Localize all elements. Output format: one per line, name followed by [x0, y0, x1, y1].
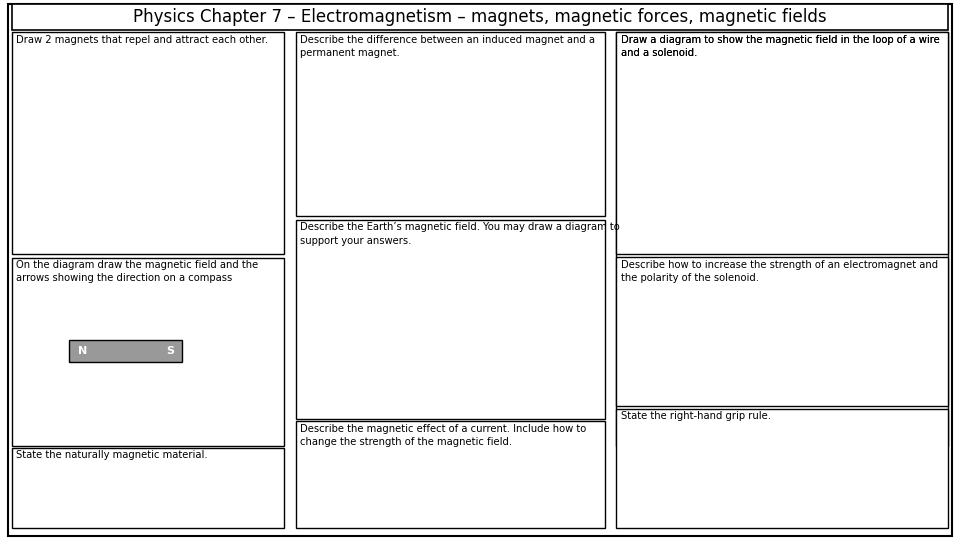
Bar: [12, 4, 948, 30]
Text: S: S: [166, 346, 174, 356]
Bar: [12, 32, 284, 254]
Bar: [296, 32, 605, 216]
Text: Draw a diagram to show the magnetic field in the loop of a wire
and a solenoid.: Draw a diagram to show the magnetic fiel…: [621, 35, 940, 58]
Text: Describe the Earth’s magnetic field. You may draw a diagram to
support your answ: Describe the Earth’s magnetic field. You…: [300, 222, 620, 246]
Bar: [12, 258, 284, 446]
Bar: [616, 32, 948, 254]
Bar: [12, 448, 284, 528]
Text: On the diagram draw the magnetic field and the
arrows showing the direction on a: On the diagram draw the magnetic field a…: [16, 260, 258, 284]
Bar: [616, 257, 948, 406]
Text: Physics Chapter 7 – Electromagnetism – magnets, magnetic forces, magnetic fields: Physics Chapter 7 – Electromagnetism – m…: [133, 8, 827, 26]
Text: Describe how to increase the strength of an electromagnet and
the polarity of th: Describe how to increase the strength of…: [621, 260, 938, 284]
Text: State the naturally magnetic material.: State the naturally magnetic material.: [16, 450, 208, 461]
Text: Describe the difference between an induced magnet and a
permanent magnet.: Describe the difference between an induc…: [300, 35, 595, 58]
Text: Draw 2 magnets that repel and attract each other.: Draw 2 magnets that repel and attract ea…: [16, 35, 269, 45]
Bar: [69, 340, 182, 362]
Text: N: N: [78, 346, 87, 356]
Bar: [296, 421, 605, 528]
Bar: [616, 32, 948, 445]
Bar: [296, 220, 605, 418]
Text: Draw a diagram to show the magnetic field in the loop of a wire
and a solenoid.: Draw a diagram to show the magnetic fiel…: [621, 35, 940, 58]
Text: Describe the magnetic effect of a current. Include how to
change the strength of: Describe the magnetic effect of a curren…: [300, 424, 587, 447]
Text: State the right-hand grip rule.: State the right-hand grip rule.: [621, 411, 771, 422]
Bar: [616, 409, 948, 528]
